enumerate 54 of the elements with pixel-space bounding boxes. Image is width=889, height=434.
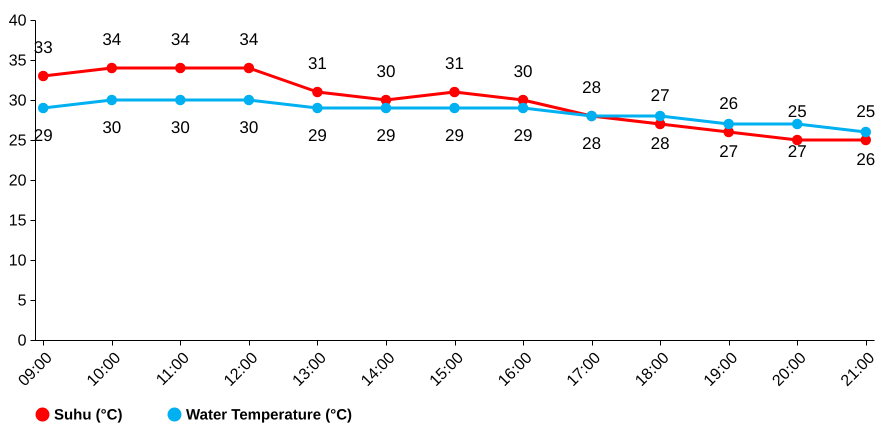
y-tick-label: 15: [8, 212, 27, 230]
point: [792, 118, 802, 130]
point: [106, 62, 118, 74]
data-label: 29: [514, 126, 533, 145]
data-label: 28: [582, 134, 602, 153]
data-label: 34: [102, 30, 122, 49]
data-label: 31: [445, 54, 464, 73]
point: [312, 86, 323, 98]
y-tick-label: 40: [8, 12, 27, 30]
point: [38, 70, 48, 82]
data-label: 25: [788, 102, 807, 121]
point: [244, 94, 254, 106]
data-label: 29: [308, 126, 327, 145]
point: [175, 94, 186, 106]
point: [449, 86, 460, 98]
data-label: 25: [856, 102, 876, 121]
data-label: 34: [170, 30, 190, 49]
data-label: 28: [650, 134, 670, 153]
y-tick-label: 30: [8, 92, 27, 110]
legend-label: Water Temperature (°C): [186, 406, 352, 424]
y-tick-label: 25: [8, 132, 27, 150]
data-label: 30: [376, 62, 396, 81]
point: [244, 62, 254, 74]
y-tick-label: 10: [8, 252, 27, 270]
y-tick-label: 5: [18, 292, 27, 310]
point: [654, 110, 666, 122]
data-label: 30: [514, 62, 533, 81]
point: [860, 126, 872, 138]
point: [175, 62, 186, 74]
data-label: 29: [376, 126, 396, 145]
y-tick-label: 0: [18, 332, 27, 350]
data-label: 30: [170, 118, 190, 137]
legend-label: Suhu (°C): [54, 406, 122, 424]
data-label: 30: [239, 118, 258, 137]
point: [723, 118, 734, 130]
point: [312, 102, 323, 114]
point: [518, 102, 528, 114]
point: [106, 94, 118, 106]
data-label: 27: [719, 142, 738, 161]
data-label: 26: [856, 150, 876, 169]
point: [380, 102, 392, 114]
data-label: 28: [582, 78, 602, 97]
point: [449, 102, 460, 114]
point: [38, 102, 48, 114]
data-label: 29: [445, 126, 464, 145]
data-label: 27: [788, 142, 807, 161]
y-tick-label: 20: [8, 172, 27, 190]
point: [792, 134, 802, 146]
data-label: 30: [102, 118, 122, 137]
data-label: 26: [719, 94, 738, 113]
y-tick-label: 35: [8, 52, 27, 70]
data-label: 31: [308, 54, 327, 73]
data-label: 27: [650, 86, 670, 105]
data-label: 34: [239, 30, 258, 49]
